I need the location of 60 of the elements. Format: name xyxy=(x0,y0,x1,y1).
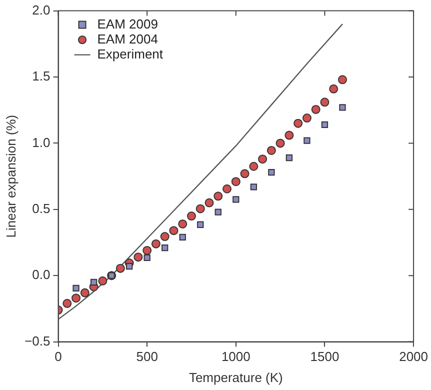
point xyxy=(116,264,125,273)
x-tick-label: 0 xyxy=(54,349,62,364)
point xyxy=(304,137,310,144)
x-axis-title: Temperature (K) xyxy=(188,370,283,385)
point xyxy=(144,254,150,262)
point xyxy=(186,212,196,221)
point xyxy=(339,104,346,111)
point xyxy=(276,138,285,148)
point xyxy=(98,276,108,286)
point xyxy=(151,239,160,248)
x-tick-label: 2000 xyxy=(399,349,428,364)
y-axis-title: Linear expansion (%) xyxy=(3,114,18,238)
point xyxy=(249,162,258,171)
point xyxy=(268,169,275,176)
x-tick-label: 500 xyxy=(136,349,158,364)
y-tick-label: −0.5 xyxy=(24,333,50,348)
point xyxy=(178,219,188,228)
point xyxy=(197,221,204,228)
point xyxy=(80,288,90,298)
point xyxy=(250,184,257,190)
x-tick-label: 1000 xyxy=(221,349,250,364)
y-tick-label: 0.0 xyxy=(32,267,50,282)
point xyxy=(258,154,268,164)
point xyxy=(311,104,320,114)
x-tick-label: 1500 xyxy=(310,349,340,364)
point xyxy=(240,169,250,178)
y-tick-label: 1.5 xyxy=(32,68,50,84)
point xyxy=(72,294,81,303)
point xyxy=(302,114,312,123)
point xyxy=(196,204,205,214)
y-tick-label: 2.0 xyxy=(32,2,50,18)
point xyxy=(126,263,133,270)
point xyxy=(338,75,347,84)
point xyxy=(214,208,222,216)
point xyxy=(90,278,98,286)
point xyxy=(214,192,223,201)
point xyxy=(231,177,240,186)
point xyxy=(222,184,232,194)
legend-label: Experiment xyxy=(97,46,164,62)
point xyxy=(142,246,152,255)
point xyxy=(286,154,293,162)
point xyxy=(169,226,178,236)
point xyxy=(232,196,240,203)
point xyxy=(320,98,330,107)
y-tick-label: 1.0 xyxy=(32,134,50,150)
legend-label: EAM 2009 xyxy=(97,16,158,32)
point xyxy=(329,84,338,94)
point xyxy=(72,284,80,292)
point xyxy=(160,232,170,242)
point xyxy=(162,244,168,252)
point xyxy=(62,298,72,308)
point xyxy=(321,121,328,128)
point xyxy=(284,130,294,140)
point xyxy=(179,234,186,241)
point xyxy=(204,198,214,208)
point xyxy=(294,118,303,128)
point xyxy=(266,146,276,155)
y-tick-label: 0.5 xyxy=(32,200,50,216)
point xyxy=(134,252,143,262)
legend-label: EAM 2004 xyxy=(97,31,158,46)
